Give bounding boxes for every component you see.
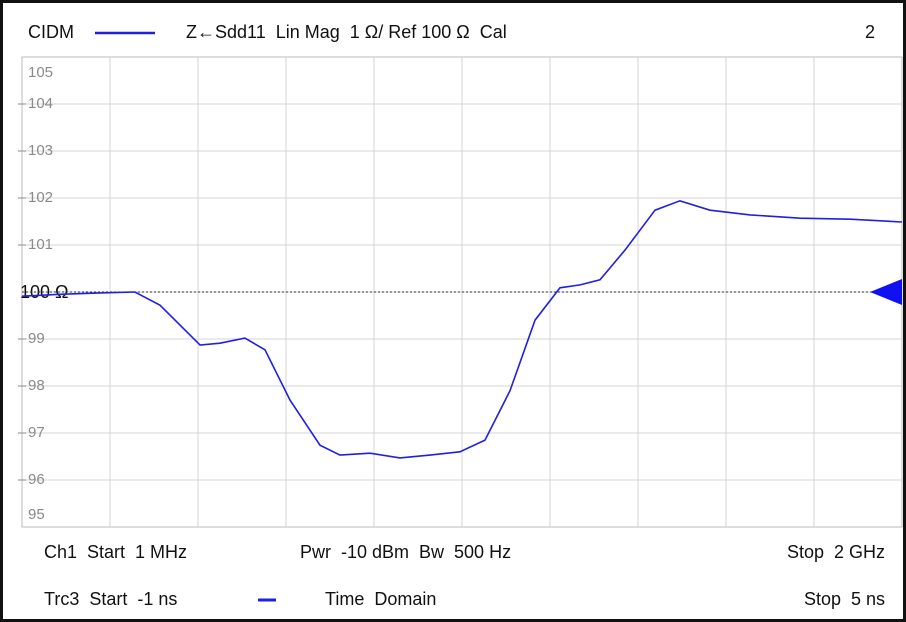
y-tick-label: 104 (28, 95, 53, 112)
y-tick-label: 95 (28, 506, 45, 523)
power-bandwidth: Pwr -10 dBm Bw 500 Hz (300, 542, 511, 562)
y-tick-label: 98 (28, 377, 45, 394)
reference-marker (870, 279, 902, 305)
trace-start: Trc3 Start -1 ns (44, 589, 177, 609)
channel-stop: Stop 2 GHz (787, 542, 885, 562)
trace-setup: Z←Sdd11 Lin Mag 1 Ω/ Ref 100 Ω Cal (186, 22, 507, 42)
y-tick-label: 101 (28, 236, 53, 253)
y-tick-label: 100 Ω (20, 282, 69, 302)
y-tick-label: 99 (28, 330, 45, 347)
trace-stop: Stop 5 ns (804, 589, 885, 609)
trace-line (21, 199, 903, 459)
y-tick-label: 105 (28, 64, 53, 81)
y-tick-label: 97 (28, 424, 45, 441)
domain: Time Domain (325, 589, 436, 609)
channel-start: Ch1 Start 1 MHz (44, 542, 187, 562)
y-tick-label: 103 (28, 142, 53, 159)
trace-name: CIDM (28, 22, 74, 42)
y-tick-label: 102 (28, 189, 53, 206)
y-tick-label: 96 (28, 471, 45, 488)
window-number: 2 (865, 22, 875, 42)
